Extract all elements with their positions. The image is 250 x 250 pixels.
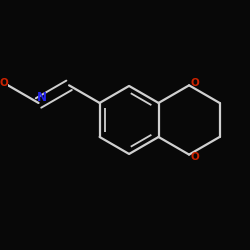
Text: N: N <box>36 91 46 104</box>
Text: O: O <box>190 152 199 162</box>
Text: O: O <box>190 78 199 88</box>
Text: O: O <box>0 78 8 88</box>
